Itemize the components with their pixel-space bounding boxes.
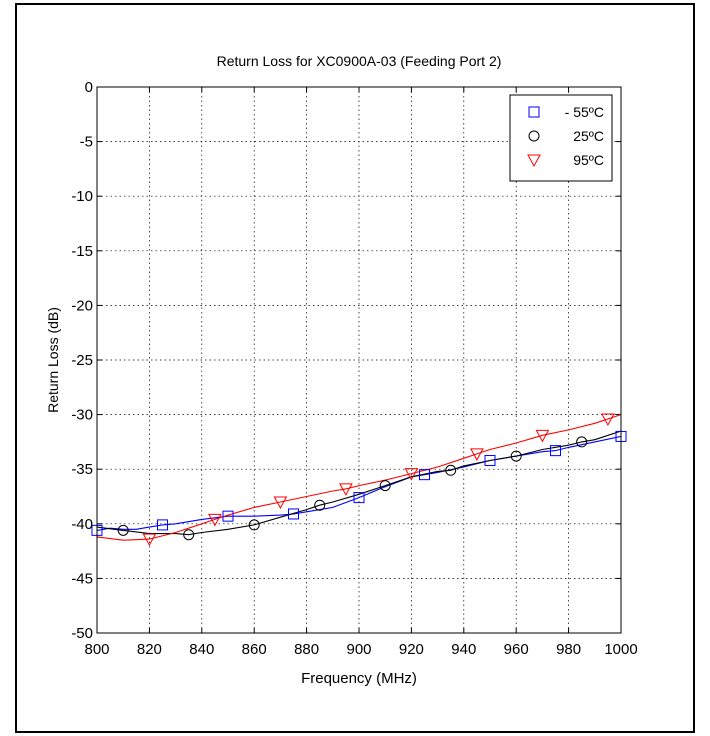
chart-title: Return Loss for XC0900A-03 (Feeding Port… — [217, 53, 502, 69]
data-point-series-1 — [419, 469, 430, 481]
series-line-3 — [97, 414, 621, 541]
y-tick-label: -25 — [71, 352, 93, 369]
legend-label-1: - 55ºC — [565, 104, 604, 120]
data-point-series-3 — [601, 413, 615, 427]
data-point-series-2 — [248, 519, 260, 531]
legend: - 55ºC 25ºC 95ºC — [509, 94, 613, 182]
y-tick-label: -50 — [71, 625, 93, 642]
y-tick-label: -45 — [71, 570, 93, 587]
y-tick-label: -30 — [71, 407, 93, 424]
data-point-series-2 — [314, 499, 326, 511]
x-tick-label: 960 — [504, 641, 529, 658]
data-point-series-3 — [273, 496, 288, 510]
legend-marker-2 — [528, 130, 540, 142]
axes-box — [96, 86, 622, 634]
data-point-series-2 — [379, 480, 391, 492]
x-tick-label: 980 — [556, 641, 581, 658]
data-point-series-1 — [157, 519, 168, 531]
y-axis-label: Return Loss (dB) — [45, 307, 61, 413]
data-point-series-3 — [404, 468, 419, 481]
figure-frame — [15, 3, 695, 733]
data-point-series-3 — [208, 513, 222, 527]
y-tick-label: 0 — [85, 79, 93, 96]
x-tick-label: 880 — [294, 641, 319, 658]
x-tick-label: 900 — [346, 641, 371, 658]
x-tick-label: 920 — [399, 641, 424, 658]
y-tick-label: -20 — [71, 297, 93, 314]
x-axis-label: Frequency (MHz) — [301, 670, 417, 687]
data-point-series-1 — [353, 492, 365, 504]
legend-label-2: 25ºC — [573, 128, 604, 144]
marker-layer — [91, 413, 627, 547]
data-point-series-2 — [510, 450, 522, 462]
data-point-series-2 — [117, 524, 129, 536]
y-tick-label: -15 — [71, 243, 93, 260]
series-layer — [97, 414, 621, 541]
data-point-series-3 — [470, 448, 484, 461]
data-point-series-3 — [535, 429, 550, 443]
y-tick-label: -35 — [71, 461, 93, 478]
x-tick-label: 840 — [189, 641, 214, 658]
data-point-series-2 — [445, 464, 457, 476]
data-point-series-2 — [183, 529, 195, 541]
x-tick-label: 940 — [451, 641, 476, 658]
x-tick-label: 860 — [242, 641, 267, 658]
grid-lines — [97, 87, 621, 633]
data-point-series-1 — [288, 508, 299, 520]
legend-label-3: 95ºC — [573, 152, 604, 168]
legend-marker-1 — [528, 106, 540, 118]
data-point-series-1 — [222, 510, 234, 522]
legend-marker-3 — [527, 154, 541, 168]
data-point-series-1 — [484, 454, 496, 466]
data-point-series-1 — [550, 445, 561, 457]
data-point-series-3 — [339, 483, 353, 496]
series-line-1 — [97, 435, 621, 531]
series-line-2 — [97, 430, 621, 536]
x-tick-label: 800 — [84, 641, 109, 658]
data-point-series-3 — [142, 533, 157, 547]
y-tick-label: -40 — [71, 516, 93, 533]
data-point-series-2 — [576, 436, 588, 448]
x-tick-label: 1000 — [604, 641, 637, 658]
x-tick-label: 820 — [137, 641, 162, 658]
y-tick-label: -5 — [80, 134, 93, 151]
tick-labels: 800 820 840 860 880 900 920 940 960 980 1000 0 -5 -10… — [71, 79, 637, 658]
y-tick-label: -10 — [71, 188, 93, 205]
legend-box — [509, 94, 613, 182]
